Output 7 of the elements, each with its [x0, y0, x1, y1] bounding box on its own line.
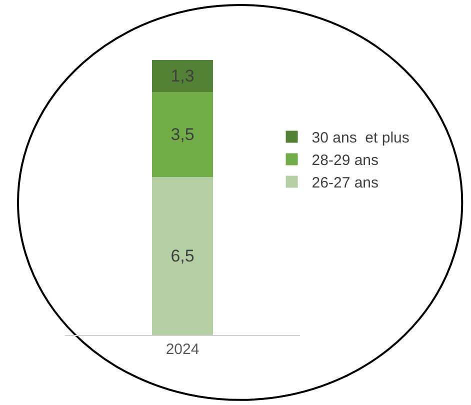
x-tick-label: 2024: [166, 341, 200, 358]
legend-label: 26-27 ans: [312, 174, 379, 192]
data-label: 6,5: [170, 246, 194, 266]
data-label: 1,3: [170, 66, 194, 86]
data-label: 3,5: [170, 125, 194, 144]
legend-label: 30 ans et plus: [312, 130, 410, 147]
legend-label: 28-29 ans: [312, 152, 379, 170]
